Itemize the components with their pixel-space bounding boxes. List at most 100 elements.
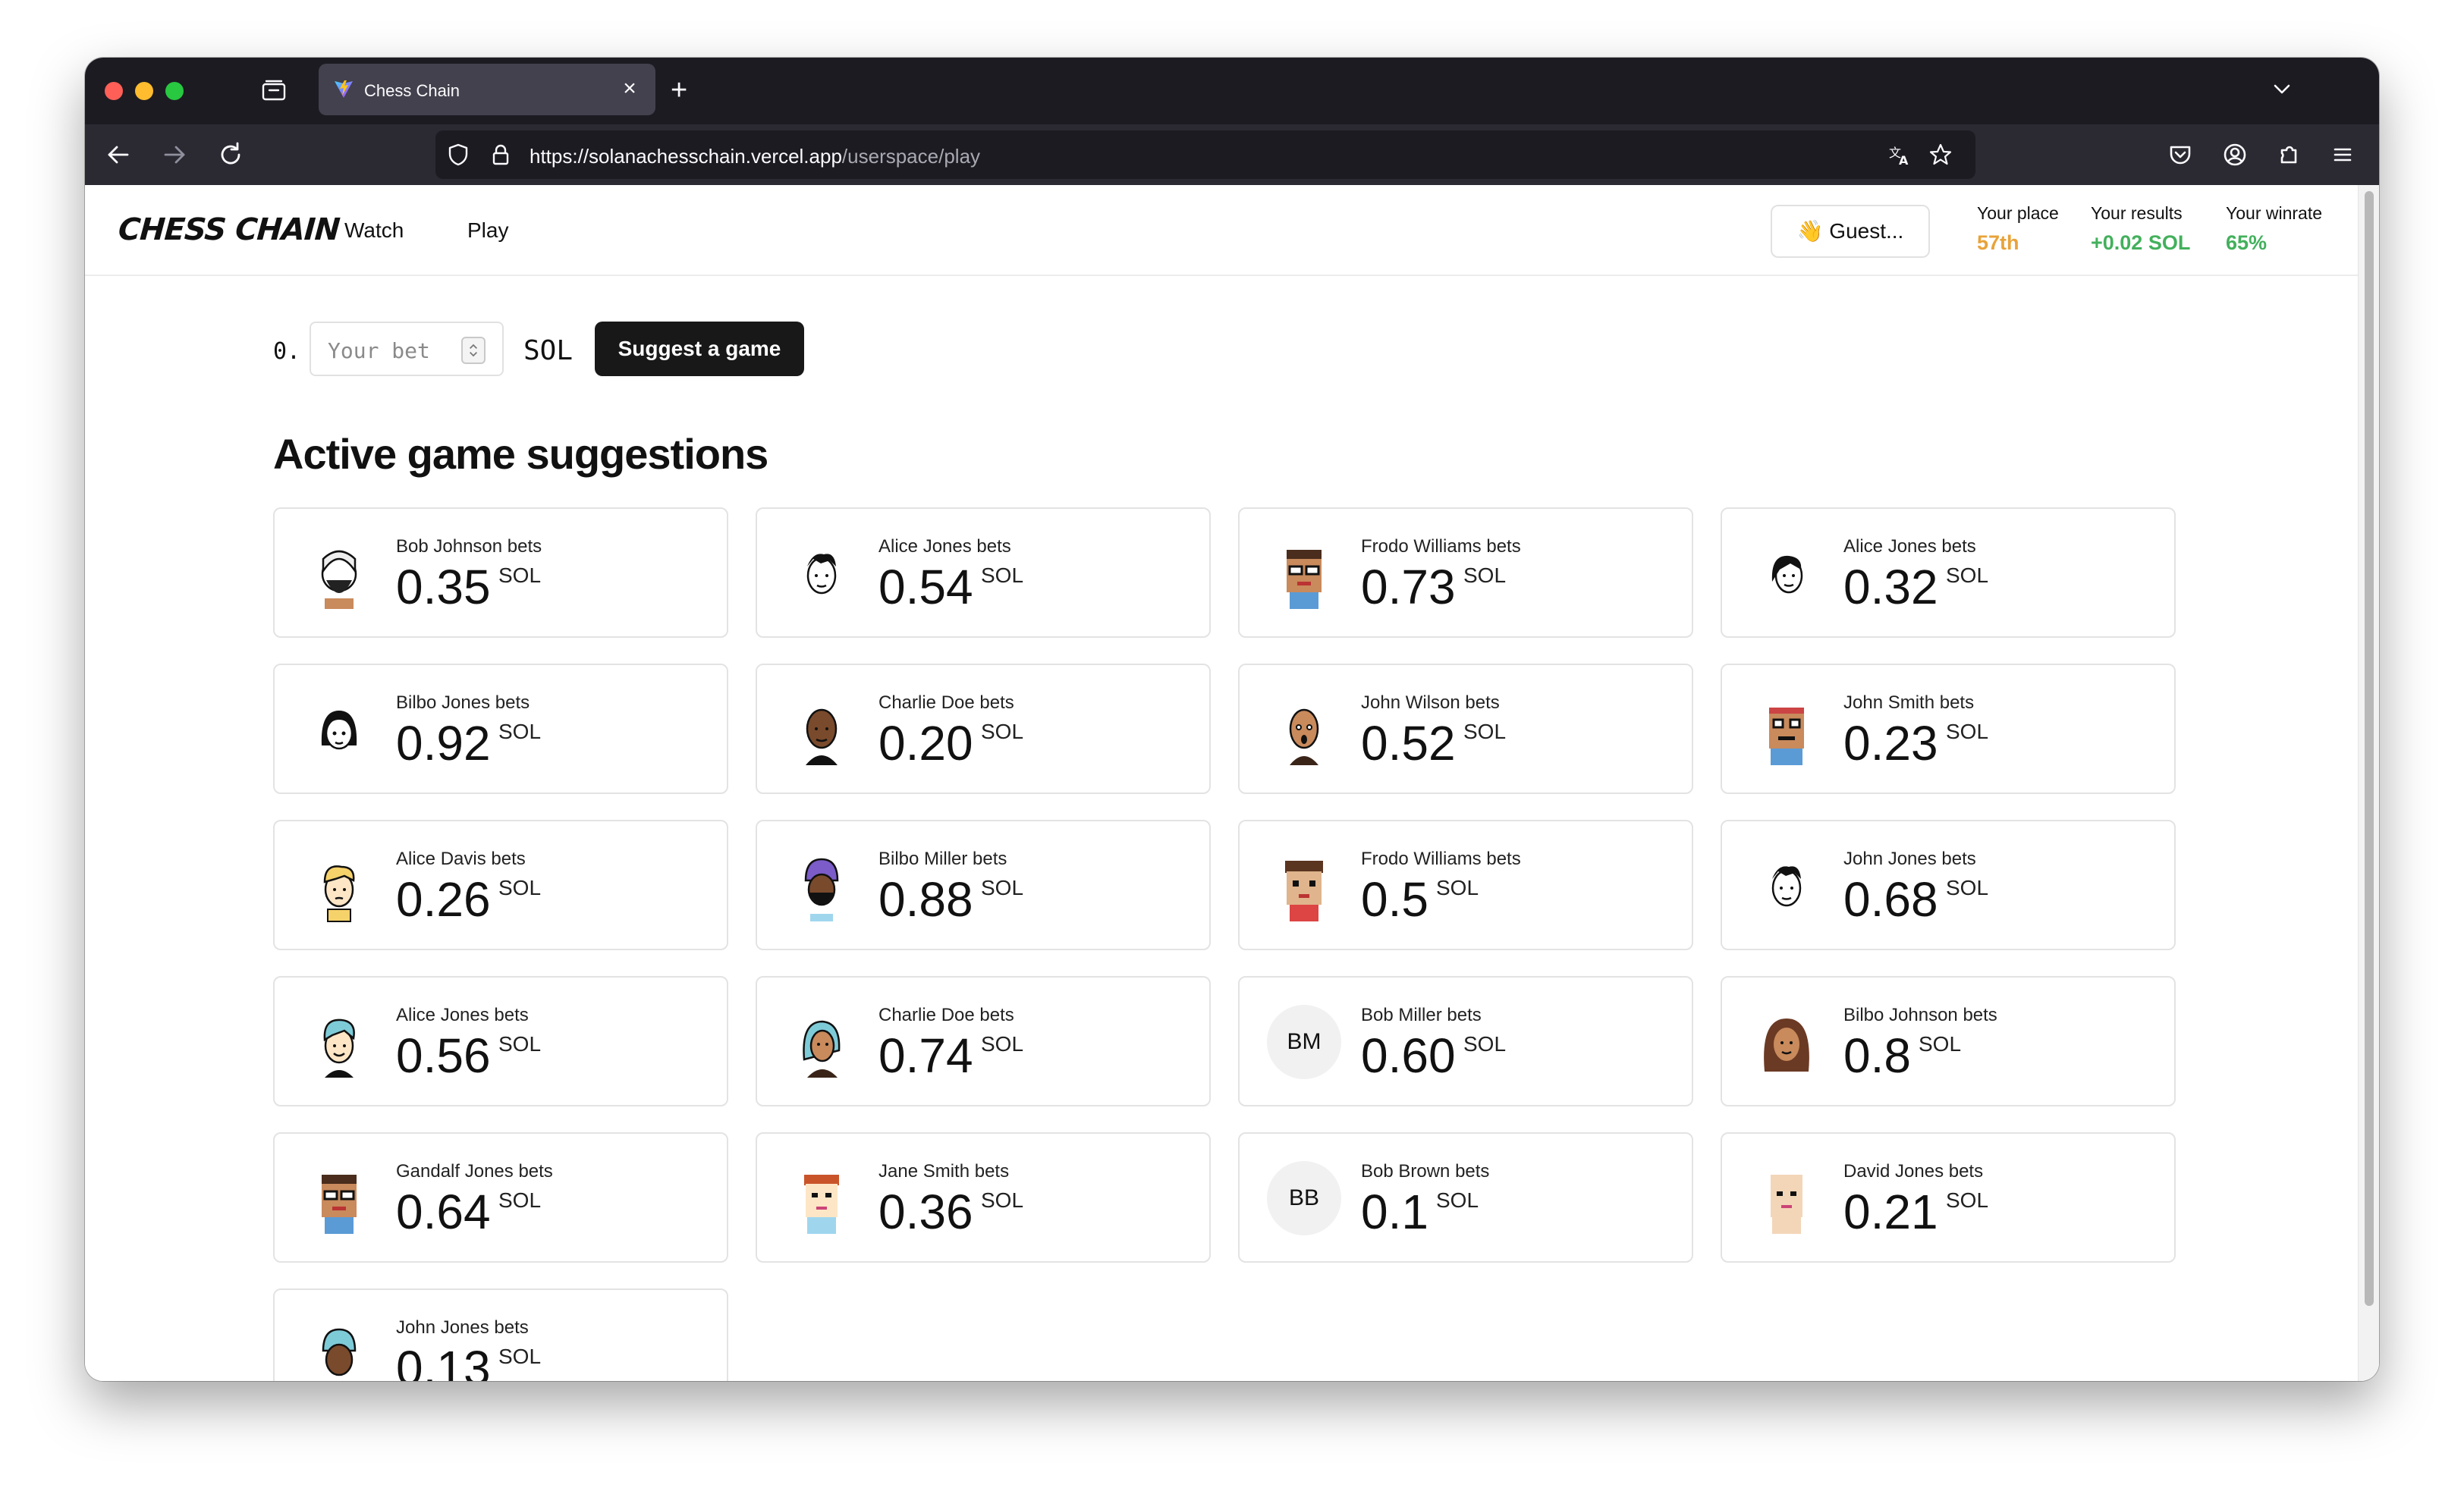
svg-text:A: A — [1899, 153, 1909, 168]
nav-link-watch[interactable]: Watch — [344, 218, 404, 242]
new-tab-icon[interactable]: + — [671, 74, 688, 106]
bet-amount: 0.56 — [396, 1028, 491, 1083]
close-tab-icon[interactable]: × — [623, 76, 636, 101]
tab-chess-chain[interactable]: Chess Chain × — [319, 64, 655, 115]
bet-amount: 0.20 — [878, 716, 973, 771]
url-bar[interactable]: https://solanachesschain.vercel.app/user… — [435, 130, 1975, 179]
suggestion-card[interactable]: Charlie Doe bets 0.20 SOL — [756, 664, 1211, 794]
bet-unit-label: SOL — [1946, 876, 1989, 899]
bet-unit-label: SOL — [1463, 563, 1507, 587]
teal-hair-man-avatar — [302, 1005, 376, 1079]
suggestion-card[interactable]: Bob Johnson bets 0.35 SOL — [273, 507, 728, 638]
bettor-name: David Jones bets — [1843, 1161, 1984, 1182]
bet-unit-label: SOL — [981, 1188, 1024, 1212]
bettor-name: Bob Brown bets — [1361, 1161, 1490, 1182]
pixel-glasses-avatar — [302, 1161, 376, 1235]
reload-icon[interactable] — [215, 140, 246, 170]
bet-input[interactable]: Your bet — [310, 322, 504, 376]
url-path: /userspace/play — [841, 145, 981, 168]
star-bookmark-icon[interactable] — [1927, 141, 1954, 168]
turban-man-avatar — [784, 849, 859, 923]
bet-unit-label: SOL — [498, 1345, 542, 1368]
suggestion-card[interactable]: John Smith bets 0.23 SOL — [1721, 664, 2176, 794]
bearded-man-avatar — [302, 536, 376, 610]
nav-link-play[interactable]: Play — [467, 218, 509, 242]
minimize-window-button[interactable] — [135, 82, 153, 100]
suggestion-card[interactable]: BM Bob Miller bets 0.60 SOL — [1238, 976, 1693, 1106]
back-arrow-icon[interactable] — [103, 140, 134, 170]
suggestion-card[interactable]: Bilbo Johnson bets 0.8 SOL — [1721, 976, 2176, 1106]
suggestion-card[interactable]: Bilbo Jones bets 0.92 SOL — [273, 664, 728, 794]
bet-unit-label: SOL — [498, 1032, 542, 1056]
close-window-button[interactable] — [105, 82, 123, 100]
tab-overview-icon[interactable] — [261, 79, 287, 102]
pixel-headband-avatar — [1749, 692, 1824, 767]
bet-amount: 0.21 — [1843, 1185, 1938, 1239]
pocket-icon[interactable] — [2165, 140, 2195, 170]
extensions-icon[interactable] — [2274, 140, 2305, 170]
hamburger-menu-icon[interactable] — [2327, 140, 2358, 170]
lock-icon[interactable] — [487, 141, 514, 168]
chevron-down-icon[interactable] — [2270, 77, 2294, 102]
bettor-name: Charlie Doe bets — [878, 1005, 1014, 1025]
suggestion-card[interactable]: Gandalf Jones bets 0.64 SOL — [273, 1132, 728, 1263]
suggestion-card[interactable]: Alice Jones bets 0.54 SOL — [756, 507, 1211, 638]
bettor-name: Frodo Williams bets — [1361, 849, 1521, 869]
shield-icon[interactable] — [445, 141, 472, 168]
bet-unit-label: SOL — [1463, 1032, 1507, 1056]
bettor-name: Jane Smith bets — [878, 1161, 1010, 1182]
bet-unit-label: SOL — [1436, 1188, 1479, 1212]
bettor-name: Bob Johnson bets — [396, 536, 542, 557]
scrollbar[interactable] — [2358, 185, 2379, 1381]
bet-amount: 0.8 — [1843, 1028, 1911, 1083]
suggestion-card[interactable]: David Jones bets 0.21 SOL — [1721, 1132, 2176, 1263]
url-text[interactable]: https://solanachesschain.vercel.app/user… — [530, 145, 980, 168]
sketch-man-avatar — [784, 536, 859, 610]
suggestion-card[interactable]: John Jones bets 0.13 SOL — [273, 1288, 728, 1381]
pixel-redhair-avatar — [784, 1161, 859, 1235]
bettor-name: John Jones bets — [396, 1317, 529, 1338]
suggestion-card[interactable]: Jane Smith bets 0.36 SOL — [756, 1132, 1211, 1263]
bettor-name: Gandalf Jones bets — [396, 1161, 553, 1182]
stat-value: 65% — [2226, 231, 2268, 254]
scrollbar-thumb[interactable] — [2365, 191, 2374, 1306]
bet-unit-label: SOL — [981, 876, 1024, 899]
bet-amount: 0.5 — [1361, 872, 1428, 927]
suggestion-card[interactable]: Alice Jones bets 0.32 SOL — [1721, 507, 2176, 638]
stat-label: Your place — [1977, 203, 2059, 223]
translate-icon[interactable]: 文 A — [1886, 141, 1913, 168]
sketch-woman-avatar — [1749, 536, 1824, 610]
bettor-name: Bilbo Miller bets — [878, 849, 1007, 869]
sketch-girl-avatar — [302, 692, 376, 767]
suggest-game-button[interactable]: Suggest a game — [595, 322, 804, 376]
bettor-name: Alice Jones bets — [878, 536, 1011, 557]
tab-title: Chess Chain — [364, 81, 460, 100]
account-icon[interactable] — [2220, 140, 2250, 170]
bet-unit-label: SOL — [1463, 720, 1507, 743]
stat-place: Your place 57th — [1977, 203, 2059, 255]
suggestion-card[interactable]: John Wilson bets 0.52 SOL — [1238, 664, 1693, 794]
bettor-name: Bilbo Johnson bets — [1843, 1005, 1997, 1025]
suggestion-card[interactable]: Charlie Doe bets 0.74 SOL — [756, 976, 1211, 1106]
number-stepper-icon[interactable] — [461, 337, 486, 364]
suggestion-card[interactable]: John Jones bets 0.68 SOL — [1721, 820, 2176, 950]
suggestion-card[interactable]: BB Bob Brown bets 0.1 SOL — [1238, 1132, 1693, 1263]
bettor-name: Alice Jones bets — [396, 1005, 529, 1025]
bet-amount: 0.73 — [1361, 560, 1456, 614]
guest-button[interactable]: 👋 Guest... — [1771, 205, 1930, 258]
suggestion-card[interactable]: Frodo Williams bets 0.73 SOL — [1238, 507, 1693, 638]
bet-prefix: 0. — [273, 338, 301, 365]
bet-unit-label: SOL — [1436, 876, 1479, 899]
suggestion-card[interactable]: Alice Davis bets 0.26 SOL — [273, 820, 728, 950]
suggestion-card[interactable]: Alice Jones bets 0.56 SOL — [273, 976, 728, 1106]
bet-amount: 0.23 — [1843, 716, 1938, 771]
bet-amount: 0.35 — [396, 560, 491, 614]
bet-amount: 0.88 — [878, 872, 973, 927]
bet-unit-label: SOL — [498, 720, 542, 743]
forward-arrow-icon[interactable] — [159, 140, 190, 170]
bet-amount: 0.64 — [396, 1185, 491, 1239]
suggestion-card[interactable]: Frodo Williams bets 0.5 SOL — [1238, 820, 1693, 950]
bettor-name: John Jones bets — [1843, 849, 1976, 869]
suggestion-card[interactable]: Bilbo Miller bets 0.88 SOL — [756, 820, 1211, 950]
maximize-window-button[interactable] — [165, 82, 184, 100]
